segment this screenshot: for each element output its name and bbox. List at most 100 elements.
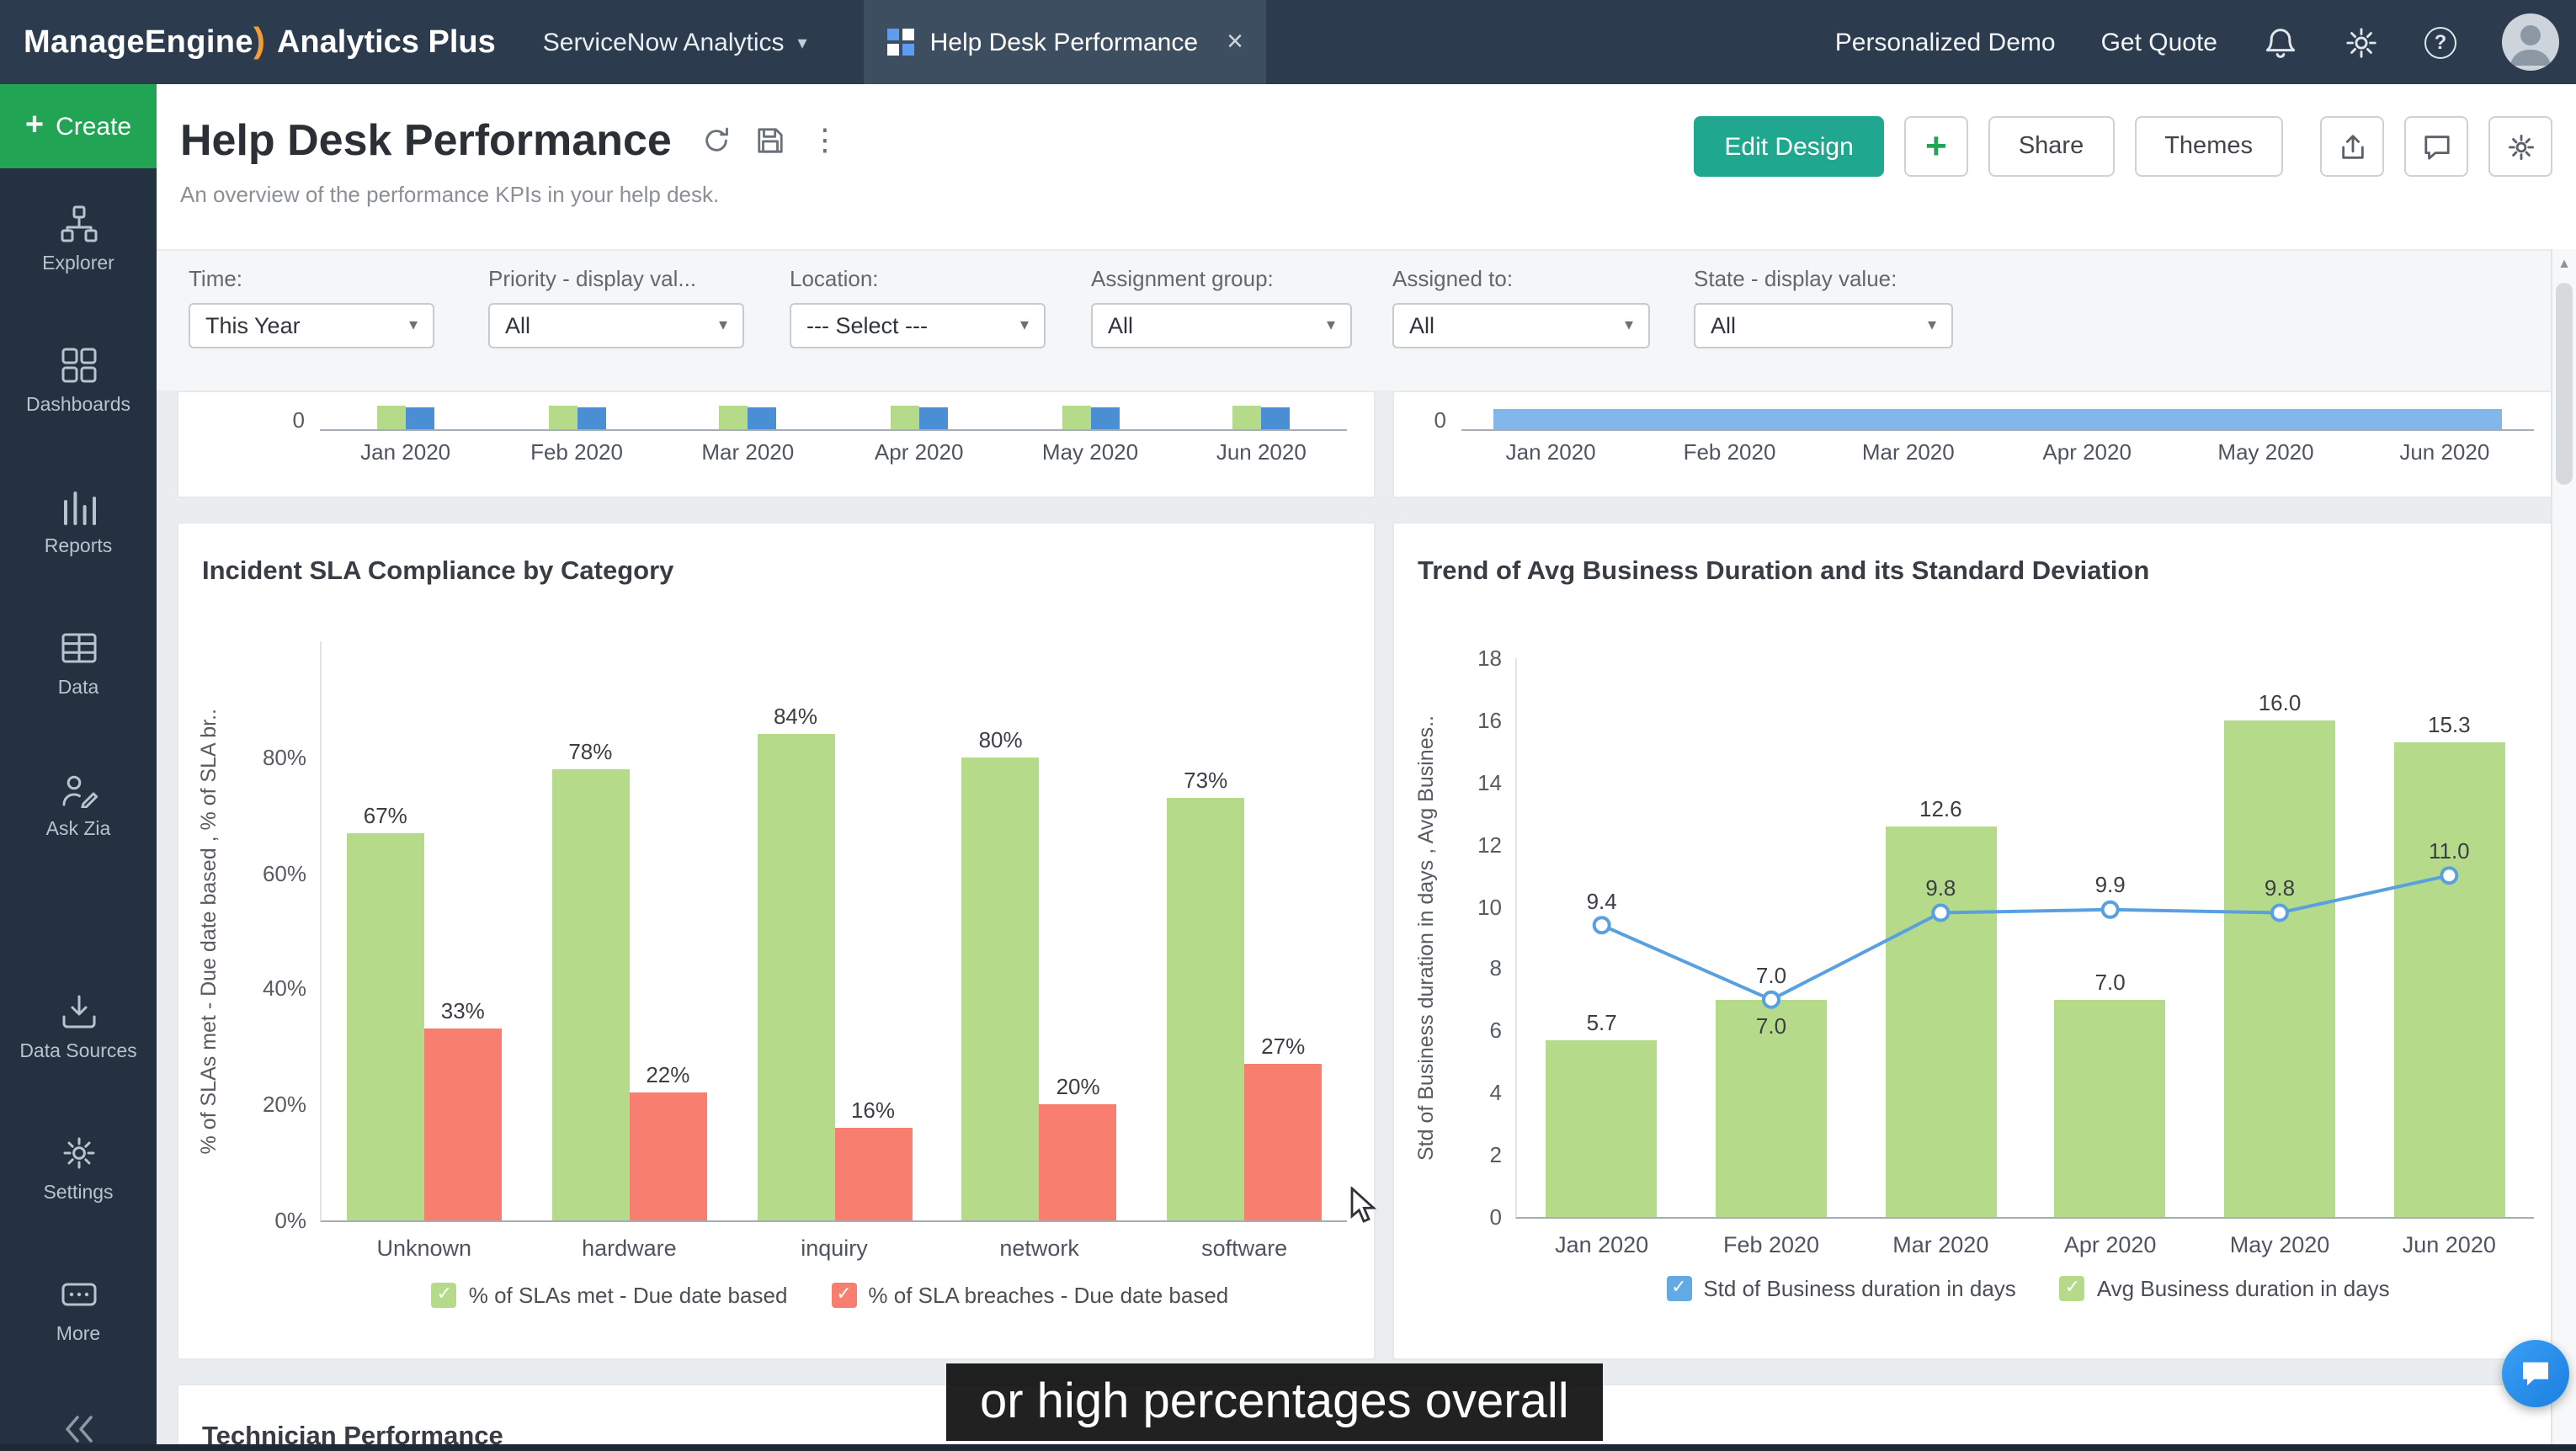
filter-time: Time: This Year ▾ (189, 266, 434, 348)
bar[interactable] (551, 768, 630, 1220)
filter-assigned-to-select[interactable]: All ▾ (1392, 303, 1650, 348)
avatar[interactable] (2502, 13, 2559, 71)
legend-checkbox[interactable]: ✓ (1666, 1276, 1692, 1301)
sidebar-item-settings[interactable]: Settings (0, 1098, 157, 1239)
edit-design-button[interactable]: Edit Design (1694, 116, 1884, 177)
bar[interactable] (1062, 406, 1090, 429)
filter-location-select[interactable]: --- Select --- ▾ (790, 303, 1046, 348)
personalized-demo-link[interactable]: Personalized Demo (1834, 28, 2056, 56)
sidebar-item-label: Reports (44, 536, 113, 556)
legend-item[interactable]: ✓ Std of Business duration in days (1666, 1276, 2016, 1301)
bar[interactable] (961, 757, 1040, 1220)
filter-time-select[interactable]: This Year ▾ (189, 303, 434, 348)
bar[interactable] (1090, 407, 1119, 429)
chevron-down-icon: ▾ (408, 316, 418, 335)
x-axis-label: hardware (582, 1236, 677, 1261)
bar[interactable] (757, 734, 834, 1220)
x-axis-label: May 2020 (2217, 439, 2314, 465)
bar[interactable] (1716, 999, 1827, 1217)
bar[interactable] (2393, 741, 2505, 1217)
bar[interactable] (1244, 1064, 1323, 1220)
filter-state-select[interactable]: All ▾ (1694, 303, 1953, 348)
sidebar-item-explorer[interactable]: Explorer (0, 168, 157, 310)
sidebar-collapse-button[interactable] (0, 1414, 157, 1444)
bar[interactable] (2224, 720, 2335, 1217)
bottom-strip (0, 1444, 2576, 1451)
workspace-switcher[interactable]: ServiceNow Analytics ▾ (543, 28, 807, 56)
brand-logo[interactable]: ManageEngine) Analytics Plus (0, 22, 496, 62)
bar[interactable] (548, 406, 577, 429)
bar[interactable] (719, 406, 748, 429)
bar[interactable] (346, 832, 424, 1220)
sidebar-item-reports[interactable]: Reports (0, 451, 157, 593)
bar[interactable] (1885, 826, 1997, 1217)
create-button[interactable]: + Create (0, 84, 157, 168)
bar[interactable] (1261, 407, 1291, 429)
help-icon[interactable]: ? (2424, 26, 2456, 58)
legend-checkbox[interactable]: ✓ (431, 1283, 457, 1308)
filter-priority-select[interactable]: All ▾ (488, 303, 744, 348)
filter-value: All (1409, 313, 1435, 338)
y-tick: 0 (292, 407, 305, 433)
bar[interactable] (748, 407, 777, 429)
export-button[interactable] (2320, 116, 2384, 177)
bar[interactable] (2054, 999, 2166, 1217)
scrollbar-thumb[interactable] (2556, 283, 2573, 485)
kebab-menu-button[interactable]: ⋮ (809, 123, 840, 157)
dashboard-settings-button[interactable] (2488, 116, 2552, 177)
filter-assignment-group-select[interactable]: All ▾ (1091, 303, 1352, 348)
filter-assignment-group: Assignment group: All ▾ (1091, 266, 1352, 348)
bar[interactable] (1167, 797, 1245, 1220)
sidebar-item-ask-zia[interactable]: Ask Zia (0, 734, 157, 875)
create-label: Create (56, 112, 132, 141)
bar[interactable] (577, 407, 605, 429)
bar[interactable] (1546, 1039, 1658, 1217)
chat-icon (2523, 1362, 2548, 1386)
x-axis-label: Jan 2020 (360, 439, 451, 465)
sidebar-item-label: Dashboards (25, 395, 130, 415)
gear-icon[interactable] (2344, 24, 2379, 60)
bar[interactable] (405, 407, 434, 429)
scroll-up-icon[interactable]: ▲ (2557, 256, 2571, 271)
bar[interactable] (1232, 406, 1262, 429)
bar-value-label: 7.0 (1755, 1013, 1787, 1039)
plus-icon: + (24, 108, 45, 143)
sidebar-item-more[interactable]: More (0, 1239, 157, 1380)
legend-item[interactable]: ✓ % of SLA breaches - Due date based (831, 1283, 1228, 1308)
chat-fab-button[interactable] (2502, 1340, 2569, 1407)
workspace-name: ServiceNow Analytics (542, 28, 785, 56)
legend-checkbox[interactable]: ✓ (831, 1283, 857, 1308)
legend-item[interactable]: ✓ Avg Business duration in days (2059, 1276, 2390, 1301)
bar[interactable] (423, 1028, 502, 1220)
bar[interactable] (1493, 409, 2502, 429)
themes-button[interactable]: Themes (2134, 116, 2283, 177)
y-tick: 20% (262, 1092, 306, 1118)
bar-value-label: 16.0 (2258, 689, 2302, 715)
trend-line[interactable] (1517, 658, 2534, 1217)
y-tick: 10 (1477, 894, 1502, 920)
tab-label: Help Desk Performance (929, 28, 1199, 56)
chart-card-sla-compliance: Incident SLA Compliance by Category % of… (177, 522, 1376, 1360)
legend-checkbox[interactable]: ✓ (2059, 1276, 2085, 1301)
save-button[interactable] (756, 126, 785, 155)
tab-help-desk-performance[interactable]: Help Desk Performance × (864, 0, 1267, 84)
sidebar-item-dashboards[interactable]: Dashboards (0, 310, 157, 451)
comments-button[interactable] (2404, 116, 2468, 177)
sidebar-item-data-sources[interactable]: Data Sources (0, 956, 157, 1098)
bar[interactable] (918, 407, 948, 429)
sidebar-item-data[interactable]: Data (0, 593, 157, 734)
bar[interactable] (376, 406, 406, 429)
close-icon[interactable]: × (1227, 25, 1243, 57)
share-button[interactable]: Share (1988, 116, 2115, 177)
bar[interactable] (834, 1127, 912, 1220)
bar[interactable] (890, 406, 919, 429)
refresh-button[interactable] (702, 126, 731, 155)
bell-icon[interactable] (2263, 24, 2298, 60)
legend-item[interactable]: ✓ % of SLAs met - Due date based (431, 1283, 787, 1308)
vertical-scrollbar[interactable]: ▲ (2551, 249, 2576, 1451)
add-widget-button[interactable]: + (1903, 116, 1968, 177)
bar[interactable] (1039, 1104, 1117, 1220)
bar[interactable] (629, 1092, 707, 1220)
brand-swoosh-icon: ) (253, 22, 265, 61)
get-quote-link[interactable]: Get Quote (2100, 28, 2217, 56)
